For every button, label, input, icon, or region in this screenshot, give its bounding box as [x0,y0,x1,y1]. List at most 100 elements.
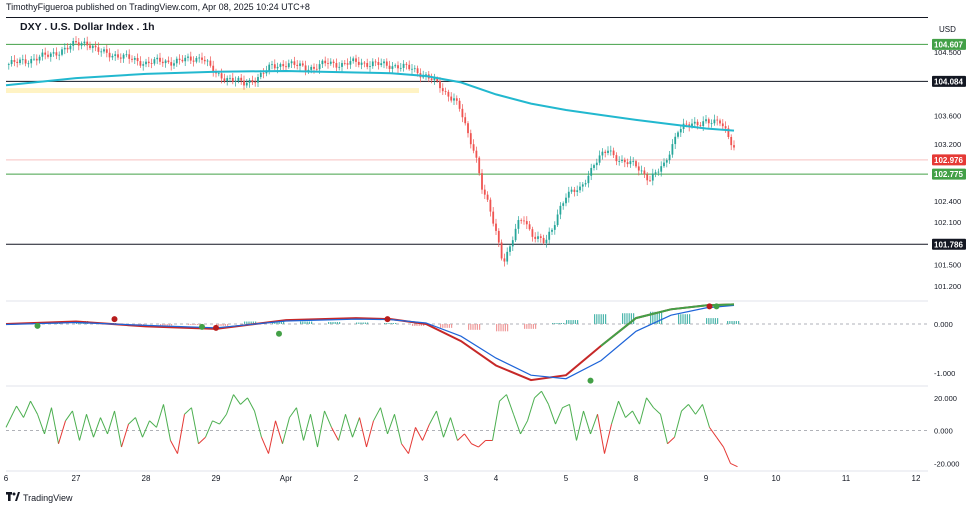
candle-body [301,63,304,66]
candle-body [119,57,122,59]
macd-histogram-bar [686,314,688,324]
oscillator-segment [639,397,647,425]
macd-line [5,304,735,380]
oscillator-segment [681,404,689,412]
oscillator-segment [191,407,199,444]
candle-body [105,49,108,53]
oscillator-segment [513,414,521,435]
macd-cross-marker [276,330,282,337]
macd-histogram-bar [224,323,226,326]
macd-histogram-bar [339,322,341,324]
macd-histogram-bar [554,322,556,324]
candle-body [514,228,517,241]
tradingview-logo-icon [6,492,20,503]
macd-histogram-bar [304,321,306,324]
candle-body [131,58,133,60]
oscillator-segment [289,407,297,418]
oscillator-segment [716,436,724,448]
candle-body [391,66,394,69]
oscillator-segment [660,414,668,444]
candle-body [75,40,77,43]
macd-histogram-bar [502,323,504,332]
macd-histogram-bar [570,320,572,324]
macd-histogram-bar [364,322,366,324]
candle-body [374,61,377,63]
oscillator-segment [212,420,220,425]
oscillator-segment [499,394,507,402]
candle-body [184,57,187,62]
macd-histogram-bar [395,322,397,324]
candle-body [360,62,363,65]
candle-body [245,82,248,86]
oscillator-segment [674,410,682,438]
time-axis-tick: 9 [704,474,709,483]
oscillator-segment [569,404,577,441]
candle-body [609,150,612,152]
candle-body [128,54,131,59]
candle-body [646,174,649,181]
candle-body [469,133,472,145]
macd-histogram-bar [530,323,532,329]
candle-body [441,88,444,92]
candle-body [173,63,175,66]
candle-body [565,197,567,204]
candle-body [598,155,601,163]
oscillator-segment [177,414,185,454]
candle-body [623,159,626,163]
macd-histogram-bar [248,321,250,324]
candle-body [478,157,481,174]
candle-body [72,40,75,46]
oscillator-segment [667,436,675,445]
macd-histogram-bar [358,322,360,324]
candle-body [626,162,629,165]
candle-body [534,236,537,239]
candle-body [332,61,335,64]
candle-body [439,81,441,89]
oscillator-segment [464,433,472,445]
macd-histogram-bar [658,311,660,324]
macd-histogram-bar [190,323,192,325]
candle-body [618,161,621,162]
candle-body [433,77,436,80]
candle-body [338,66,341,68]
oscillator-segment [457,433,465,441]
tradingview-branding[interactable]: TradingView [6,492,73,503]
macd-histogram-bar [574,320,576,324]
oscillator-segment [268,420,276,454]
oscillator-segment [135,417,143,438]
moving-average-line [5,69,735,132]
macd-histogram-bar [283,321,285,324]
macd-histogram-bar [708,318,710,324]
oscillator-segment [702,404,710,428]
candle-body [595,162,598,166]
oscillator-segment [471,443,479,448]
macd-cross-marker [199,323,205,330]
macd-cross-marker [713,303,720,310]
macd-histogram-bar [717,318,719,324]
candle-body [668,154,671,161]
time-axis-tick: 11 [842,474,851,483]
oscillator-segment [86,414,94,438]
macd-histogram-bar [504,323,506,332]
oscillator-segment [114,410,122,448]
candle-body [290,61,293,64]
price-axis-tick: 104.500 [934,48,961,57]
macd-histogram-bar [446,323,448,328]
candle-body [257,77,259,83]
oscillator-segment [226,394,234,415]
macd-histogram-bar [468,323,470,330]
macd-histogram-bar [563,322,565,324]
candle-body [464,117,467,124]
candle-body [259,72,262,78]
oscillator-segment [324,410,332,428]
candle-body [363,62,366,64]
candle-body [713,119,716,124]
candle-body [531,229,534,237]
macd-histogram-bar [712,318,714,324]
oscillator-segment [107,410,115,435]
macd-axis-tick: 0.000 [934,320,953,329]
macd-histogram-bar [227,323,229,326]
candle-body [19,59,21,64]
candle-body [86,41,89,46]
